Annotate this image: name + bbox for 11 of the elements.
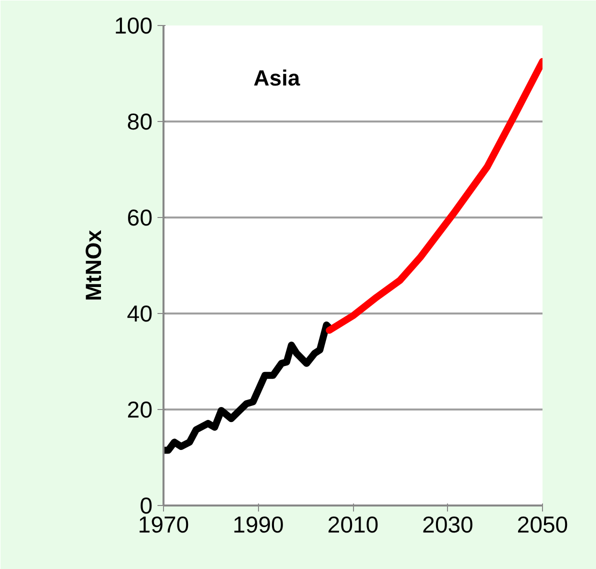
y-tick-label: 40 (126, 300, 153, 326)
text: Asia (254, 66, 301, 90)
y-tick-label: 60 (126, 204, 153, 230)
y-axis-title: MtNOx (81, 229, 106, 301)
y-tick-label: 20 (126, 396, 153, 422)
x-tick-label: 2010 (327, 512, 379, 538)
y-tick-label: 80 (126, 108, 153, 134)
x-tick-label: 1990 (232, 512, 284, 538)
y-tick-label: 100 (114, 12, 152, 38)
x-tick-label: 2030 (422, 512, 474, 538)
x-tick-label: 2050 (516, 512, 568, 538)
